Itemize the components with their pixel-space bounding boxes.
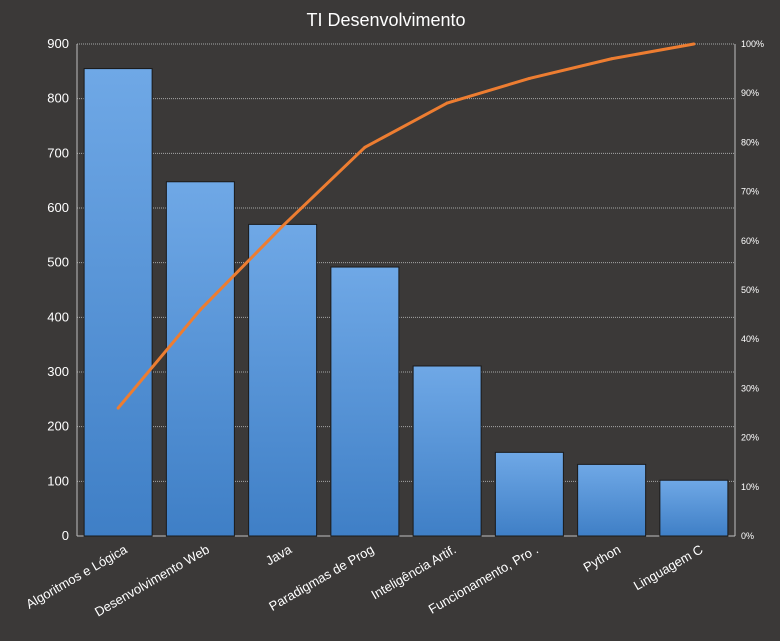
y-axis-ticks: 0 100 200 300 400 500 600 700 800 900 (47, 36, 69, 543)
y-tick-label: 900 (47, 36, 69, 51)
y2-tick-label: 90% (741, 88, 759, 98)
cumulative-point (198, 308, 202, 312)
cumulative-line (116, 42, 696, 410)
x-tick-label: Linguagem C (631, 542, 705, 594)
cumulative-point (445, 101, 449, 105)
y-tick-label: 500 (47, 255, 69, 270)
y-tick-label: 100 (47, 473, 69, 488)
cumulative-point (610, 57, 614, 61)
y2-tick-label: 70% (741, 187, 759, 197)
bar (659, 479, 729, 537)
bar (577, 463, 647, 537)
gridlines (77, 43, 735, 482)
y-tick-label: 700 (47, 145, 69, 160)
y-tick-label: 200 (47, 419, 69, 434)
y-tick-label: 600 (47, 200, 69, 215)
y2-tick-label: 0% (741, 531, 754, 541)
y-tick-label: 800 (47, 91, 69, 106)
y2-tick-label: 80% (741, 137, 759, 147)
y2-tick-label: 60% (741, 236, 759, 246)
cumulative-point (281, 224, 285, 228)
cumulative-point (116, 406, 120, 410)
y-tick-label: 400 (47, 309, 69, 324)
x-tick-label: Python (581, 542, 624, 575)
cumulative-point (363, 145, 367, 149)
bar (494, 451, 564, 537)
y2-tick-label: 10% (741, 482, 759, 492)
bar (165, 181, 235, 537)
y2-tick-label: 20% (741, 433, 759, 443)
cumulative-point (527, 76, 531, 80)
chart-title: TI Desenvolvimento (306, 10, 465, 30)
cumulative-percent-line (116, 42, 695, 410)
bar (83, 68, 153, 537)
y2-tick-label: 30% (741, 383, 759, 393)
bars (83, 68, 729, 537)
cumulative-point (692, 42, 696, 46)
bar (248, 223, 318, 537)
y-tick-label: 0 (62, 528, 69, 543)
y2-tick-label: 40% (741, 334, 759, 344)
bar (330, 266, 400, 537)
x-tick-label: Java (263, 541, 295, 568)
y2-tick-label: 100% (741, 39, 764, 49)
y2-tick-label: 50% (741, 285, 759, 295)
y-tick-label: 300 (47, 364, 69, 379)
y2-axis-ticks: 0% 10% 20% 30% 40% 50% 60% 70% 80% 90% 100% (741, 39, 764, 541)
bar (412, 365, 482, 537)
